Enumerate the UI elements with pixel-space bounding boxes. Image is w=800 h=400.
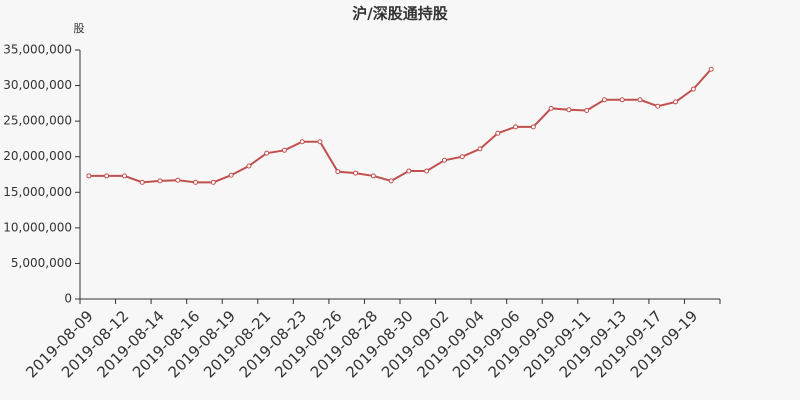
point [477, 146, 483, 152]
line [88, 68, 712, 184]
point [513, 124, 519, 130]
point [299, 139, 305, 145]
point [690, 86, 696, 92]
point [104, 173, 110, 179]
point [370, 173, 376, 179]
y-tick-label: 30,000,000 [3, 78, 72, 92]
y-tick-label: 10,000,000 [3, 220, 72, 234]
point [246, 163, 252, 169]
point [228, 172, 234, 178]
point [530, 124, 536, 130]
point [655, 103, 661, 109]
point [441, 157, 447, 163]
point [210, 179, 216, 185]
point [495, 130, 501, 136]
point [335, 169, 341, 175]
point [584, 107, 590, 113]
point [317, 139, 323, 145]
point [673, 99, 679, 105]
point [86, 173, 92, 179]
point [157, 178, 163, 184]
point [175, 177, 181, 183]
point [388, 178, 394, 184]
point [459, 154, 465, 160]
chart-title: 沪/深股通持股 [352, 5, 448, 23]
point [619, 97, 625, 103]
point [264, 150, 270, 156]
point [281, 147, 287, 153]
y-tick-label: 15,000,000 [3, 185, 72, 199]
point [566, 107, 572, 113]
y-tick-label: 0 [64, 292, 72, 306]
point [708, 66, 714, 72]
y-tick-label: 25,000,000 [3, 114, 72, 128]
point [353, 170, 359, 176]
y-tick-label: 35,000,000 [3, 43, 72, 57]
point [424, 168, 430, 174]
point [601, 97, 607, 103]
point [406, 168, 412, 174]
point [121, 173, 127, 179]
y-axis-unit: 股 [74, 22, 85, 35]
point [637, 97, 643, 103]
y-tick-label: 5,000,000 [11, 256, 72, 270]
point [193, 179, 199, 185]
point [548, 105, 554, 111]
point [139, 179, 145, 185]
y-tick-label: 20,000,000 [3, 149, 72, 163]
